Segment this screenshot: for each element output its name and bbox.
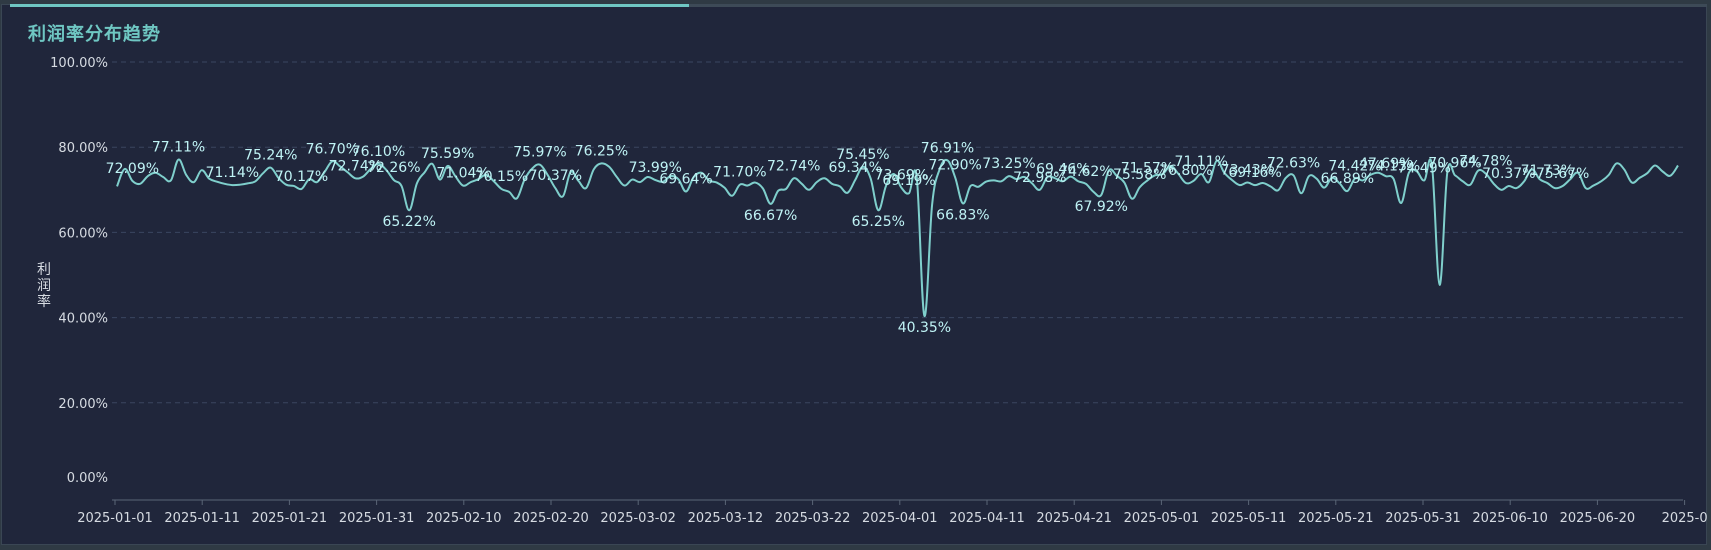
x-tick-label: 2025-01-31 [339,511,415,526]
y-tick-label: 20.00% [58,397,108,412]
y-tick-label: 80.00% [58,141,108,156]
chart-title: 利润率分布趋势 [28,24,161,45]
data-label: 76.10% [352,144,405,160]
x-tick-label: 2025-03-12 [688,511,764,526]
data-label: 75.24% [244,148,297,164]
data-label: 69.34% [829,160,882,176]
data-label: 75.59% [421,146,474,162]
data-label: 70.37% [1482,166,1535,182]
x-tick-label: 2025-05-31 [1385,511,1461,526]
y-axis-label: 利润率 [37,262,51,310]
data-label: 73.99% [629,160,682,176]
data-label: 72.74% [767,158,820,174]
x-tick-label: 2025-05-01 [1124,511,1200,526]
x-tick-label: 2025-01-01 [77,511,153,526]
data-label: 71.11% [1175,154,1228,170]
data-label: 72.90% [928,157,981,173]
data-label: 76.80% [1159,163,1212,179]
data-label: 75.45% [836,147,889,163]
x-tick-label: 2025-06-10 [1472,511,1548,526]
data-label: 69.16% [1228,165,1281,181]
data-label: 69.46% [1036,161,1089,177]
data-label: 73.25% [982,156,1035,172]
x-tick-label: 2025-01-21 [252,511,328,526]
data-label: 65.22% [383,214,436,230]
data-label: 69.19% [882,173,935,189]
y-tick-label: 40.00% [58,312,108,327]
data-label: 71.14% [206,165,259,181]
data-label: 72.26% [367,160,420,176]
chart-panel [1,4,1707,545]
x-tick-label: 2025-01-11 [164,511,240,526]
data-labels: 77.11%72.09% 71.14%75.24%70.17%76.70%72.7… [106,140,1590,336]
x-tick-label: 2025-02-20 [513,511,589,526]
data-label: 74.62% [1059,164,1112,180]
data-label: 70.96% [1428,155,1481,171]
x-tick-label: 2025-04-01 [862,511,938,526]
data-label: 76.70% [306,141,359,157]
data-label: 70.17% [275,169,328,185]
x-tick-label: 2025-04-21 [1036,511,1112,526]
data-label: 70.37% [529,168,582,184]
y-tick-label: 60.00% [58,226,108,241]
x-axis: 2025-01-01 2025-01-11 2025-01-21 2025-01-31… [77,500,1708,526]
data-label: 75.58% [1113,167,1166,183]
data-label: 71.04% [436,166,489,182]
x-tick-label: 2025-04-11 [949,511,1025,526]
data-label: 72.74% [329,158,382,174]
data-label: 69.64% [659,172,712,188]
data-label: 73.69% [875,168,928,184]
x-tick-label: 2025-06-20 [1560,511,1636,526]
data-label: 73.43% [1221,163,1274,179]
data-label: 70.15% [475,169,528,185]
series-line [116,158,1679,317]
x-tick-label: 2025-02-10 [426,511,502,526]
data-label: 72.63% [1267,155,1320,171]
data-label: 66.89% [1321,171,1374,187]
data-label: 76.91% [921,140,974,156]
data-label: 72.98% [1013,170,1066,186]
data-label: 71.73% [1521,163,1574,179]
data-label: 66.83% [936,207,989,223]
panel-top-progress [10,4,689,7]
grid-lines [112,61,1683,501]
data-label: 75.67% [1536,166,1589,182]
data-label: 40.35% [898,320,951,336]
data-label: 76.25% [575,143,628,159]
x-tick-label: 2025-0 [1662,511,1708,526]
data-label: 71.70% [713,165,766,181]
x-tick-label: 2025-03-02 [600,511,676,526]
x-tick-label: 2025-05-21 [1298,511,1374,526]
data-label: 74.78% [1459,154,1512,170]
data-label: 74.42% [1328,158,1381,174]
data-label: 65.25% [852,214,905,230]
panel-top-track [10,4,1707,7]
data-label: 72.09% [106,161,159,177]
data-label: 74.13% [1367,159,1420,175]
data-label: 67.92% [1075,199,1128,215]
data-label: 77.11% [152,140,205,156]
data-label: 74.49% [1398,160,1451,176]
y-axis: 100.00% 80.00% 60.00% 40.00% 20.00% 0.00% [50,56,108,486]
y-tick-label: 100.00% [50,56,108,71]
data-label: 66.67% [744,208,797,224]
data-label: 75.97% [513,145,566,161]
x-tick-label: 2025-05-11 [1211,511,1287,526]
x-tick-label: 2025-03-22 [775,511,851,526]
data-label: 71.57% [1121,160,1174,176]
data-label: 47.69% [1359,156,1412,172]
y-tick-label: 0.00% [67,471,108,486]
